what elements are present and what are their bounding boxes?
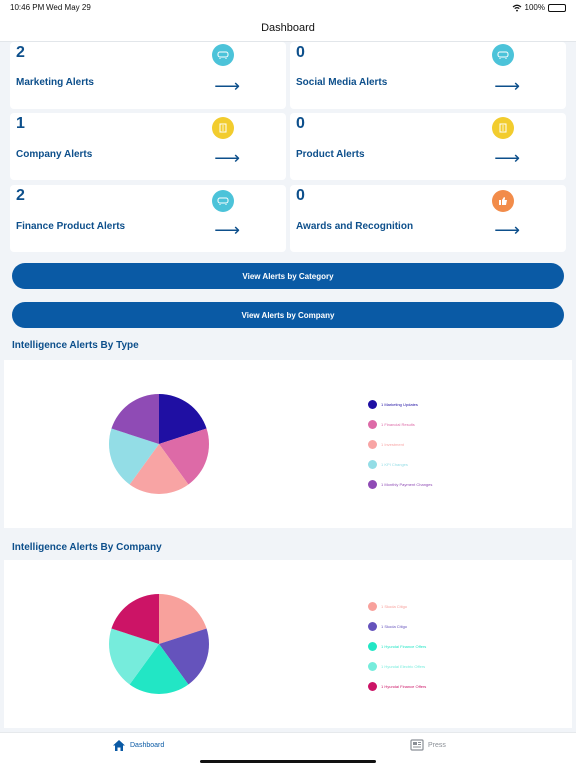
card-label: Company Alerts xyxy=(16,149,93,160)
card-social-media-alerts[interactable]: 0 Social Media Alerts ⟶ xyxy=(290,42,566,109)
legend-item: 1 Investment xyxy=(368,440,404,449)
card-count: 0 xyxy=(296,44,305,61)
card-finance-product-alerts[interactable]: 2 Finance Product Alerts ⟶ xyxy=(10,185,286,252)
arrow-right-icon[interactable]: ⟶ xyxy=(214,220,240,240)
status-date: Wed May 29 xyxy=(46,3,91,12)
nav-bar: Dashboard xyxy=(0,16,576,42)
view-alerts-by-company-button[interactable]: View Alerts by Company xyxy=(12,302,564,328)
building-icon xyxy=(212,117,234,139)
legend-dot xyxy=(368,400,377,409)
legend-item: 1 Marketing Updates xyxy=(368,400,418,409)
card-count: 0 xyxy=(296,115,305,132)
legend-dot xyxy=(368,682,377,691)
legend-item: 1 Hyundai Finance Offers xyxy=(368,682,426,691)
pie-slice xyxy=(159,394,207,444)
card-count: 1 xyxy=(16,115,25,132)
card-label: Awards and Recognition xyxy=(296,221,414,232)
status-right: 100% xyxy=(512,3,566,12)
view-alerts-by-category-button[interactable]: View Alerts by Category xyxy=(12,263,564,289)
card-marketing-alerts[interactable]: 2 Marketing Alerts ⟶ xyxy=(10,42,286,109)
legend-label: 1 Hyundai Electric Offers xyxy=(381,664,426,669)
tab-label: Dashboard xyxy=(130,742,165,749)
arrow-right-icon[interactable]: ⟶ xyxy=(214,76,240,96)
card-label: Marketing Alerts xyxy=(16,77,94,88)
pie-slice xyxy=(129,444,189,494)
tab-label: Press xyxy=(428,741,446,749)
legend-label: 1 Hyundai Finance Offers xyxy=(381,644,427,649)
legend-label: 1 Monthly Payment Changes xyxy=(381,482,433,487)
tab-dashboard[interactable]: Dashboard xyxy=(112,739,164,752)
card-count: 0 xyxy=(296,187,305,204)
legend-dot xyxy=(368,480,377,489)
arrow-right-icon[interactable]: ⟶ xyxy=(494,220,520,240)
legend-label: 1 Skoda Citigo xyxy=(381,604,408,609)
chart-panel-by-type: 1 Marketing Updates 1 Financial Results … xyxy=(4,360,572,528)
legend-label: 1 Investment xyxy=(381,442,404,447)
home-icon xyxy=(113,740,125,751)
megaphone-icon xyxy=(492,44,514,66)
page-title: Dashboard xyxy=(261,22,315,34)
arrow-right-icon[interactable]: ⟶ xyxy=(214,148,240,168)
wifi-icon xyxy=(512,4,521,11)
megaphone-icon xyxy=(212,44,234,66)
card-awards-recognition[interactable]: 0 Awards and Recognition ⟶ xyxy=(290,185,566,252)
pie-chart-by-type xyxy=(109,394,209,494)
legend-item: 1 Hyundai Finance Offers xyxy=(368,642,426,651)
legend-label: 1 KPI Changes xyxy=(381,462,408,467)
legend-label: 1 Marketing Updates xyxy=(381,402,418,407)
chart-panel-by-company: 1 Skoda Citigo 1 Skoda Citigo 1 Hyundai … xyxy=(4,560,572,728)
pie-slice xyxy=(111,394,159,444)
pie-slice xyxy=(111,594,159,644)
tab-press[interactable]: Press xyxy=(410,739,446,751)
legend-label: 1 Financial Results xyxy=(381,422,415,427)
legend-item: 1 Skoda Citigo xyxy=(368,602,407,611)
legend-dot xyxy=(368,602,377,611)
legend-dot xyxy=(368,662,377,671)
card-product-alerts[interactable]: 0 Product Alerts ⟶ xyxy=(290,113,566,180)
newspaper-icon xyxy=(410,739,424,751)
pie-slice xyxy=(109,628,159,685)
dashboard-content: 2 Marketing Alerts ⟶ 0 Social Media Aler… xyxy=(0,42,576,732)
pie-slice xyxy=(159,428,209,485)
status-time: 10:46 PM xyxy=(10,3,45,12)
legend-item: 1 Hyundai Electric Offers xyxy=(368,662,425,671)
card-label: Social Media Alerts xyxy=(296,77,388,88)
legend-dot xyxy=(368,440,377,449)
thumbs-up-icon xyxy=(492,190,514,212)
legend-dot xyxy=(368,460,377,469)
pie-slice xyxy=(159,594,207,644)
arrow-right-icon[interactable]: ⟶ xyxy=(494,148,520,168)
section-title-by-type: Intelligence Alerts By Type xyxy=(12,340,139,351)
pie-slice xyxy=(159,628,209,685)
legend-dot xyxy=(368,622,377,631)
megaphone-icon xyxy=(212,190,234,212)
pie-slice xyxy=(109,428,159,485)
battery-icon xyxy=(548,3,566,12)
legend-dot xyxy=(368,420,377,429)
pie-chart-by-company xyxy=(109,594,209,694)
status-bar: 10:46 PM Wed May 29 100% xyxy=(0,0,576,16)
legend-item: 1 Monthly Payment Changes xyxy=(368,480,432,489)
pie-slice xyxy=(129,644,189,694)
legend-label: 1 Skoda Citigo xyxy=(381,624,408,629)
card-company-alerts[interactable]: 1 Company Alerts ⟶ xyxy=(10,113,286,180)
home-indicator xyxy=(200,760,376,763)
legend-dot xyxy=(368,642,377,651)
building-icon xyxy=(492,117,514,139)
card-label: Product Alerts xyxy=(296,149,365,160)
arrow-right-icon[interactable]: ⟶ xyxy=(494,76,520,96)
legend-label: 1 Hyundai Finance Offers xyxy=(381,684,427,689)
legend-item: 1 KPI Changes xyxy=(368,460,408,469)
legend-item: 1 Skoda Citigo xyxy=(368,622,407,631)
card-count: 2 xyxy=(16,187,25,204)
legend-item: 1 Financial Results xyxy=(368,420,415,429)
card-count: 2 xyxy=(16,44,25,61)
card-label: Finance Product Alerts xyxy=(16,221,126,232)
battery-percent: 100% xyxy=(524,3,545,12)
section-title-by-company: Intelligence Alerts By Company xyxy=(12,542,162,553)
